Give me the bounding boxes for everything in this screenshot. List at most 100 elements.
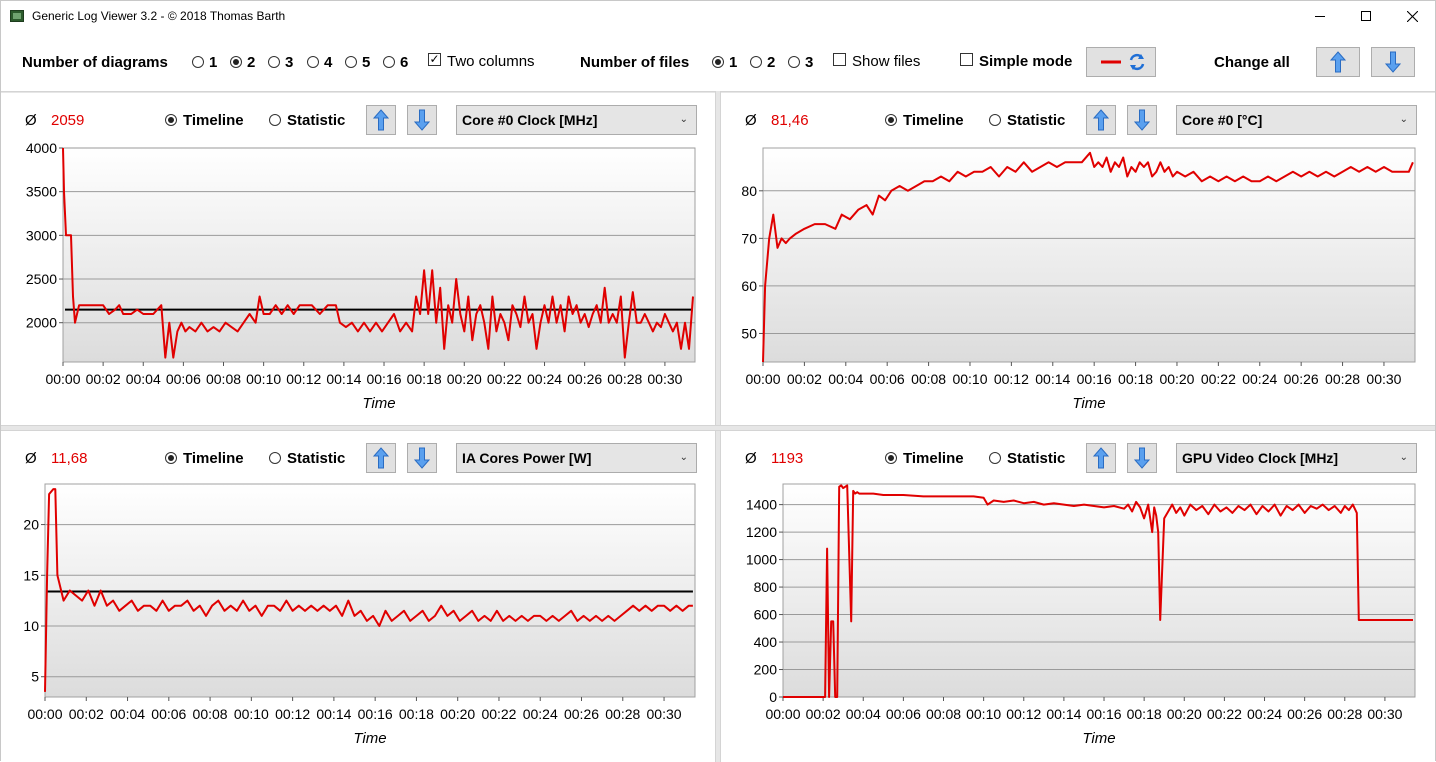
change-all-down-button[interactable] — [1371, 47, 1415, 77]
y-tick-label: 800 — [754, 579, 778, 595]
two-columns-checkbox[interactable]: ✓ — [428, 52, 441, 66]
arrow-down-icon — [1134, 109, 1150, 131]
move-up-button[interactable] — [1086, 105, 1116, 135]
x-tick-label: 00:18 — [407, 371, 442, 387]
x-tick-label: 00:08 — [926, 706, 961, 722]
statistic-radio[interactable] — [989, 114, 1001, 126]
move-down-button[interactable] — [1127, 443, 1157, 473]
x-axis-title: Time — [1082, 730, 1115, 747]
x-tick-label: 00:14 — [326, 371, 361, 387]
move-down-button[interactable] — [407, 105, 437, 135]
x-tick-label: 00:14 — [1035, 371, 1070, 387]
line-color-swap-button[interactable] — [1086, 47, 1156, 77]
move-up-button[interactable] — [1086, 443, 1116, 473]
app-logo-icon — [10, 10, 24, 22]
sensor-select[interactable]: Core #0 Clock [MHz] ⌄ — [456, 105, 697, 135]
files-radio-1[interactable] — [712, 56, 724, 68]
timeline-radio[interactable] — [885, 452, 897, 464]
x-tick-label: 00:02 — [86, 371, 121, 387]
diagrams-radio-3[interactable] — [268, 56, 280, 68]
chart-panel-1: Ø 2059 Timeline Statistic Core #0 Clock [MHz… — [1, 93, 715, 425]
change-all-up-button[interactable] — [1316, 47, 1360, 77]
diagrams-radio-5[interactable] — [345, 56, 357, 68]
move-down-button[interactable] — [1127, 105, 1157, 135]
show-files-checkbox[interactable] — [833, 53, 846, 66]
y-tick-label: 1200 — [746, 524, 777, 540]
x-tick-label: 00:30 — [647, 706, 682, 722]
x-tick-label: 00:04 — [126, 371, 161, 387]
sensor-select[interactable]: Core #0 [°C] ⌄ — [1176, 105, 1417, 135]
diagrams-radio-4-label: 4 — [324, 54, 333, 71]
chart-panel-2: Ø 81,46 Timeline Statistic Core #0 [°C] ⌄ 50 60… — [721, 93, 1435, 425]
plot-area — [62, 147, 696, 363]
x-axis-title: Time — [353, 730, 386, 747]
simple-mode-checkbox[interactable] — [960, 53, 973, 66]
x-tick-label: 00:00 — [27, 706, 62, 722]
diagrams-radio-4[interactable] — [307, 56, 319, 68]
timeline-radio[interactable] — [165, 452, 177, 464]
move-up-button[interactable] — [366, 443, 396, 473]
x-tick-label: 00:28 — [1325, 371, 1360, 387]
data-series-line — [44, 488, 693, 692]
x-tick-label: 00:12 — [286, 371, 321, 387]
line-chart: 2000 2500 3000 3500 4000 00:00 00:02 00:04 00:06… — [26, 140, 696, 412]
diagrams-radio-6[interactable] — [383, 56, 395, 68]
x-tick-label: 00:16 — [358, 706, 393, 722]
y-tick-label: 2500 — [26, 271, 57, 287]
x-tick-label: 00:16 — [1086, 706, 1121, 722]
x-tick-label: 00:26 — [1284, 371, 1319, 387]
maximize-button[interactable] — [1343, 1, 1389, 31]
x-tick-label: 00:18 — [1127, 706, 1162, 722]
x-tick-label: 00:22 — [481, 706, 516, 722]
x-tick-label: 00:10 — [246, 371, 281, 387]
average-symbol: Ø — [25, 112, 37, 129]
arrow-up-icon — [373, 109, 389, 131]
move-down-button[interactable] — [407, 443, 437, 473]
chevron-down-icon: ⌄ — [679, 452, 688, 463]
x-tick-label: 00:18 — [399, 706, 434, 722]
chevron-down-icon: ⌄ — [1399, 452, 1408, 463]
x-tick-label: 00:12 — [1006, 706, 1041, 722]
close-button[interactable] — [1389, 1, 1435, 31]
maximize-icon — [1361, 11, 1371, 21]
x-tick-label: 00:24 — [527, 371, 562, 387]
x-tick-label: 00:20 — [1159, 371, 1194, 387]
y-tick-label: 4000 — [26, 140, 57, 156]
plot-area — [44, 483, 696, 698]
files-radio-2[interactable] — [750, 56, 762, 68]
statistic-radio[interactable] — [269, 452, 281, 464]
chart-panel-4: Ø 1193 Timeline Statistic GPU Video Clock [M… — [721, 431, 1435, 762]
move-up-button[interactable] — [366, 105, 396, 135]
statistic-radio[interactable] — [269, 114, 281, 126]
diagrams-radio-1[interactable] — [192, 56, 204, 68]
timeline-label: Timeline — [903, 112, 964, 129]
x-tick-label: 00:06 — [166, 371, 201, 387]
x-axis-title: Time — [1072, 395, 1105, 412]
horizontal-splitter[interactable] — [1, 425, 1435, 431]
sensor-select-value: Core #0 [°C] — [1182, 112, 1263, 128]
sensor-select[interactable]: GPU Video Clock [MHz] ⌄ — [1176, 443, 1417, 473]
y-tick-label: 50 — [741, 325, 757, 341]
statistic-radio[interactable] — [989, 452, 1001, 464]
average-value: 11,68 — [51, 450, 88, 467]
chart-panel-3: Ø 11,68 Timeline Statistic IA Cores Power [W… — [1, 431, 715, 762]
timeline-radio[interactable] — [885, 114, 897, 126]
y-tick-label: 80 — [741, 183, 757, 199]
minimize-button[interactable] — [1297, 1, 1343, 31]
y-tick-label: 200 — [754, 662, 778, 678]
sensor-select[interactable]: IA Cores Power [W] ⌄ — [456, 443, 697, 473]
files-radio-3[interactable] — [788, 56, 800, 68]
x-tick-label: 00:24 — [1242, 371, 1277, 387]
timeline-label: Timeline — [183, 112, 244, 129]
x-tick-label: 00:10 — [966, 706, 1001, 722]
timeline-label: Timeline — [903, 450, 964, 467]
y-tick-label: 20 — [23, 517, 39, 533]
diagrams-radio-2[interactable] — [230, 56, 242, 68]
arrow-up-icon — [1093, 447, 1109, 469]
x-tick-label: 00:20 — [1167, 706, 1202, 722]
arrow-down-icon — [1385, 51, 1401, 73]
timeline-radio[interactable] — [165, 114, 177, 126]
close-icon — [1406, 10, 1418, 22]
two-columns-label: Two columns — [447, 53, 535, 70]
arrow-up-icon — [373, 447, 389, 469]
